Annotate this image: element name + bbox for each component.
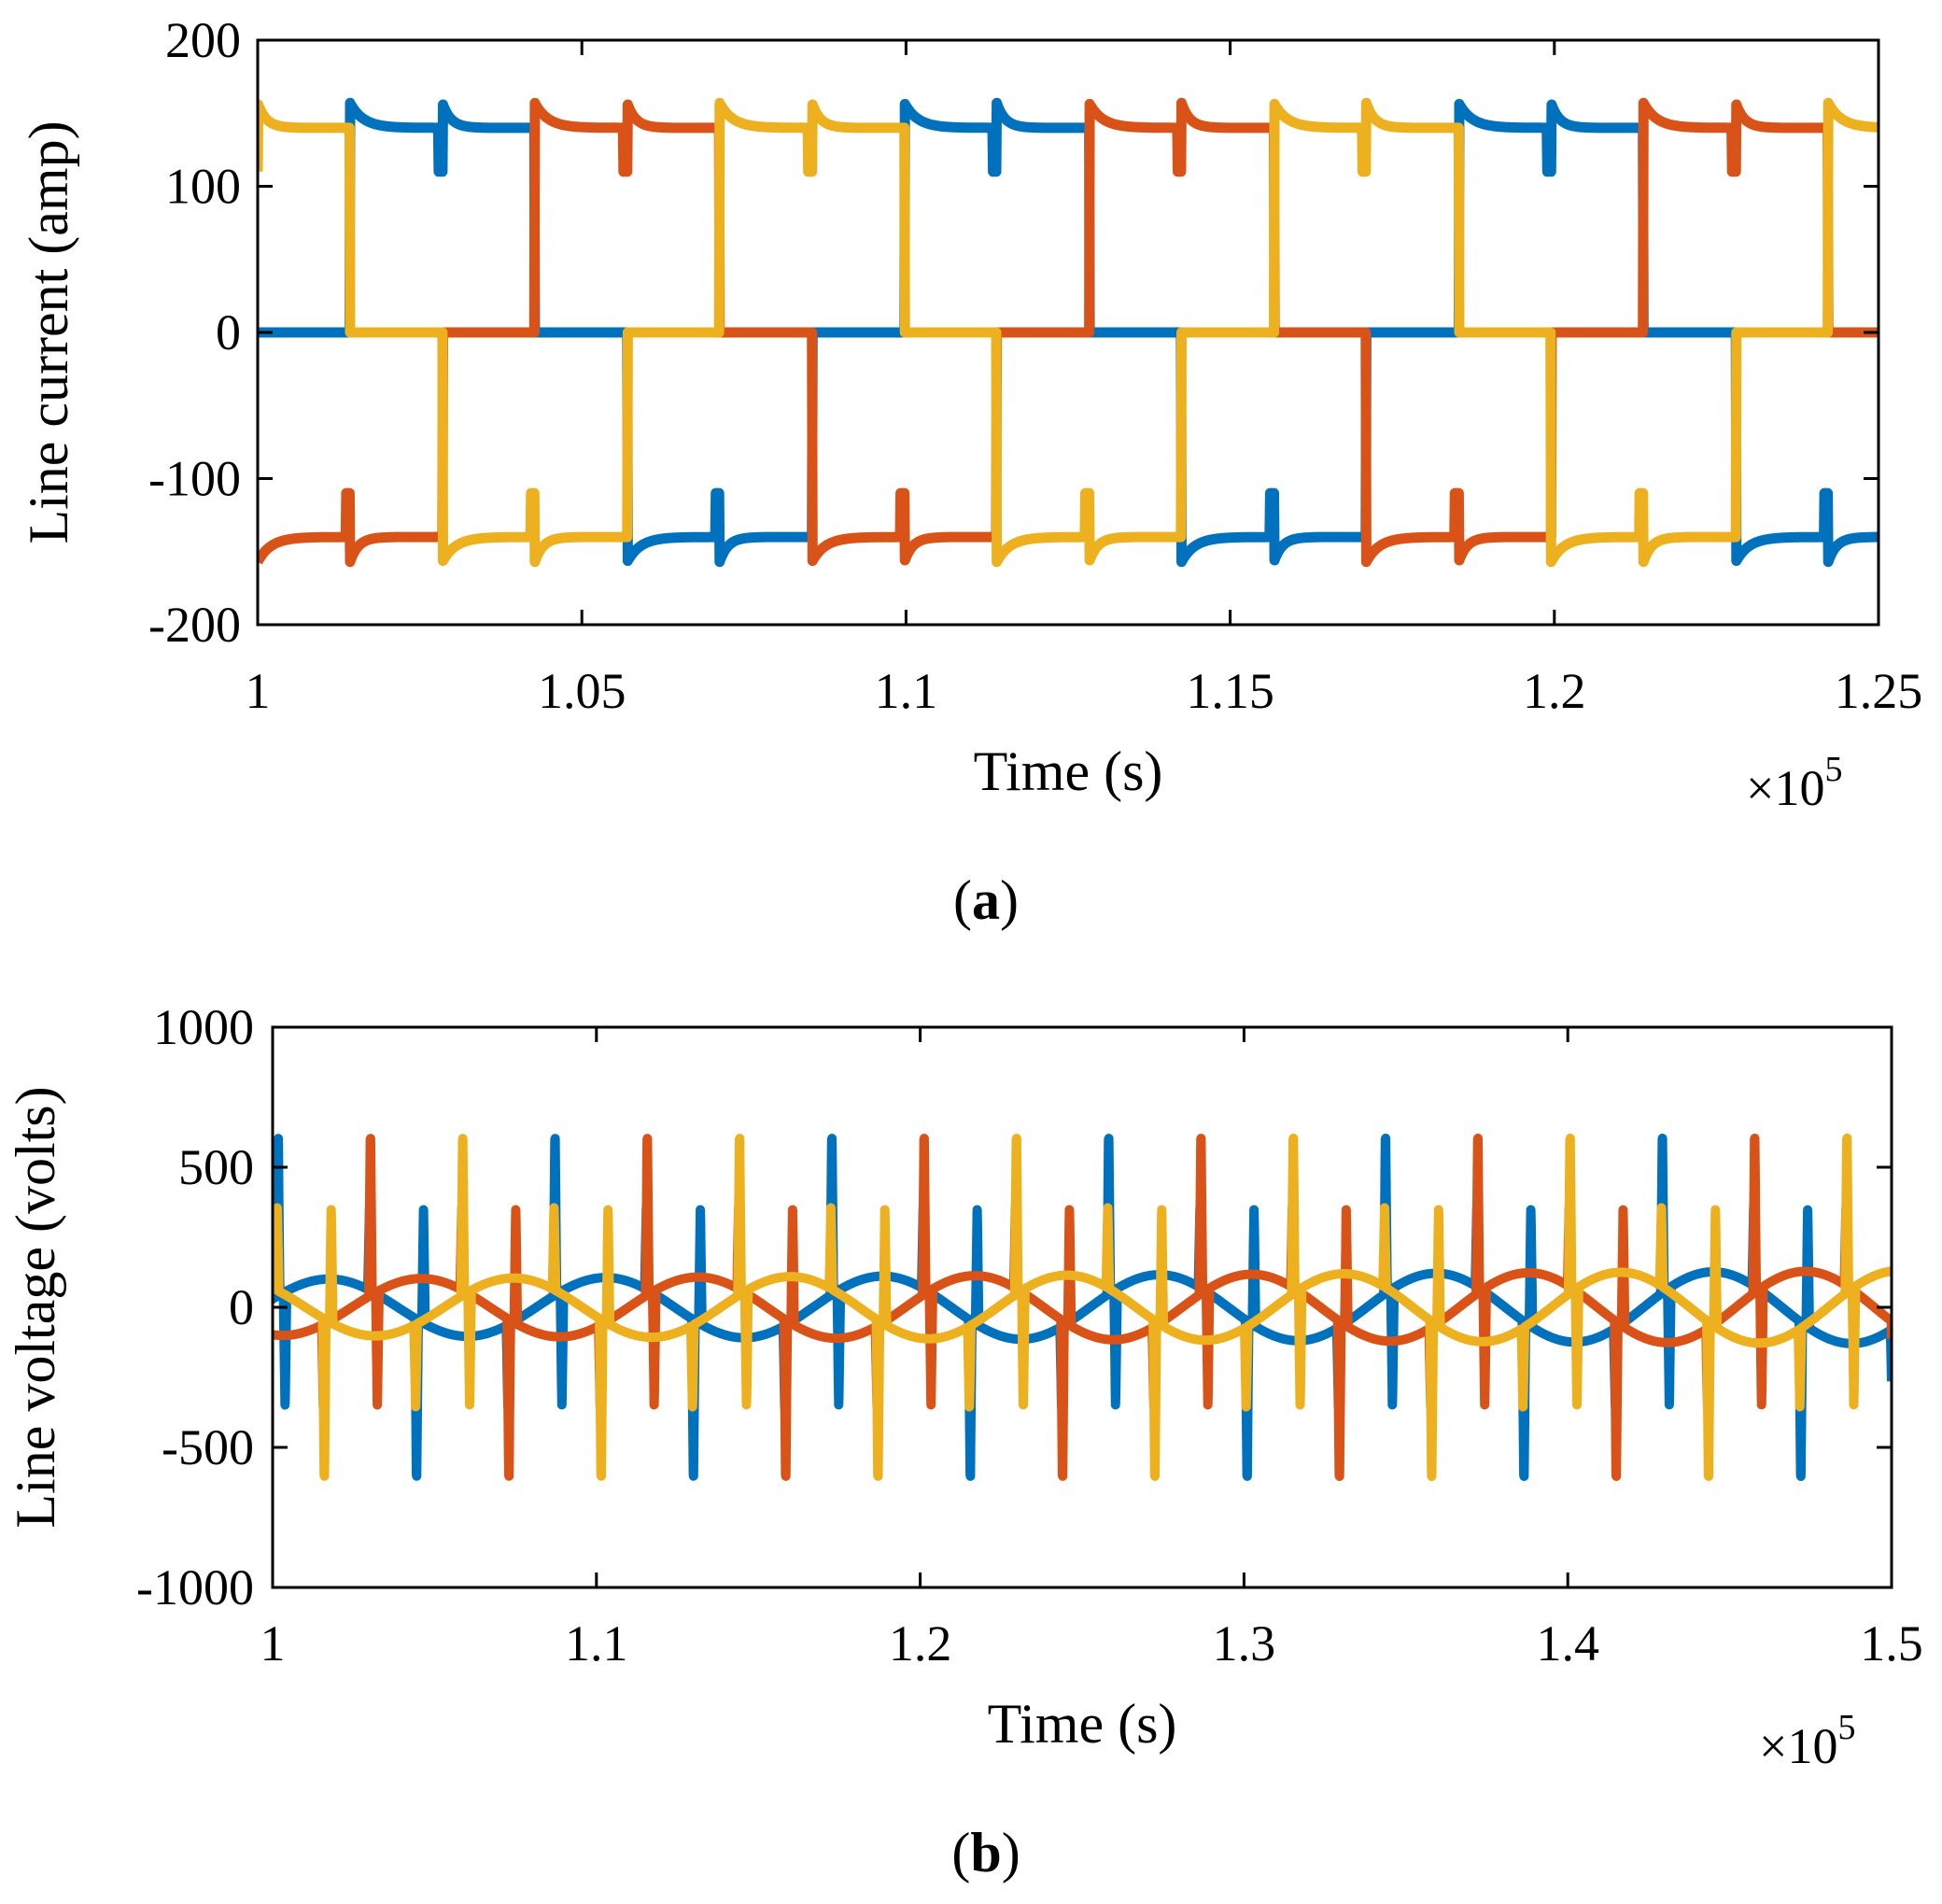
y-tick-label: -500: [162, 1419, 254, 1475]
x-tick-label: 1.2: [1523, 663, 1586, 719]
x-tick-label: 1.2: [889, 1615, 952, 1671]
ticks-a: 1 1.05 1.1 1.15 1.2 1.25 -200 -100 0 100 200: [148, 12, 1922, 719]
y-tick-label: -100: [148, 451, 241, 507]
x-axis-label-b: Time (s): [988, 1693, 1177, 1755]
panel-b-voltage: 1 1.1 1.2 1.3 1.4 1.5 -1000 -500 0 500 1000 Time (…: [5, 999, 1923, 1883]
y-tick-label: 1000: [153, 999, 254, 1055]
x-tick-label: 1.4: [1536, 1615, 1599, 1671]
x-tick-label: 1.3: [1213, 1615, 1276, 1671]
x-tick-label: 1.1: [565, 1615, 628, 1671]
y-tick-label: -1000: [136, 1559, 254, 1615]
x-exponent-a: ×105: [1746, 750, 1842, 816]
voltage-line-phase-c: [273, 1133, 1892, 1481]
x-tick-label: 1.1: [875, 663, 938, 719]
current-line-phase-a: [258, 97, 1879, 568]
panel-label-b: (b): [951, 1822, 1020, 1883]
current-line-phase-b: [258, 97, 1879, 568]
voltage-series-group: [273, 1133, 1892, 1481]
x-tick-label: 1.25: [1835, 663, 1923, 719]
y-tick-label: 500: [178, 1139, 254, 1195]
y-tick-label: 100: [165, 159, 241, 215]
panel-label-a: (a): [953, 869, 1019, 931]
x-tick-label: 1.5: [1860, 1615, 1923, 1671]
y-tick-label: 0: [229, 1279, 254, 1335]
y-tick-label: 0: [216, 304, 241, 360]
y-tick-label: 200: [165, 12, 241, 68]
y-tick-label: -200: [148, 597, 241, 653]
x-tick-label: 1.15: [1186, 663, 1274, 719]
y-axis-label-b: Line voltage (volts): [5, 1086, 66, 1528]
panel-a-current: 1 1.05 1.1 1.15 1.2 1.25 -200 -100 0 100 200 Time …: [18, 12, 1922, 931]
x-tick-label: 1: [246, 663, 271, 719]
current-line-phase-c: [258, 97, 1879, 568]
ticks-b: 1 1.1 1.2 1.3 1.4 1.5 -1000 -500 0 500 1000: [136, 999, 1923, 1671]
voltage-line-phase-b: [273, 1134, 1892, 1481]
x-tick-label: 1.05: [538, 663, 626, 719]
y-axis-label-a: Line current (amp): [18, 120, 79, 543]
current-series-group: [258, 97, 1879, 568]
x-axis-label-a: Time (s): [974, 740, 1163, 802]
x-tick-label: 1: [260, 1615, 286, 1671]
x-exponent-b: ×105: [1759, 1708, 1855, 1774]
